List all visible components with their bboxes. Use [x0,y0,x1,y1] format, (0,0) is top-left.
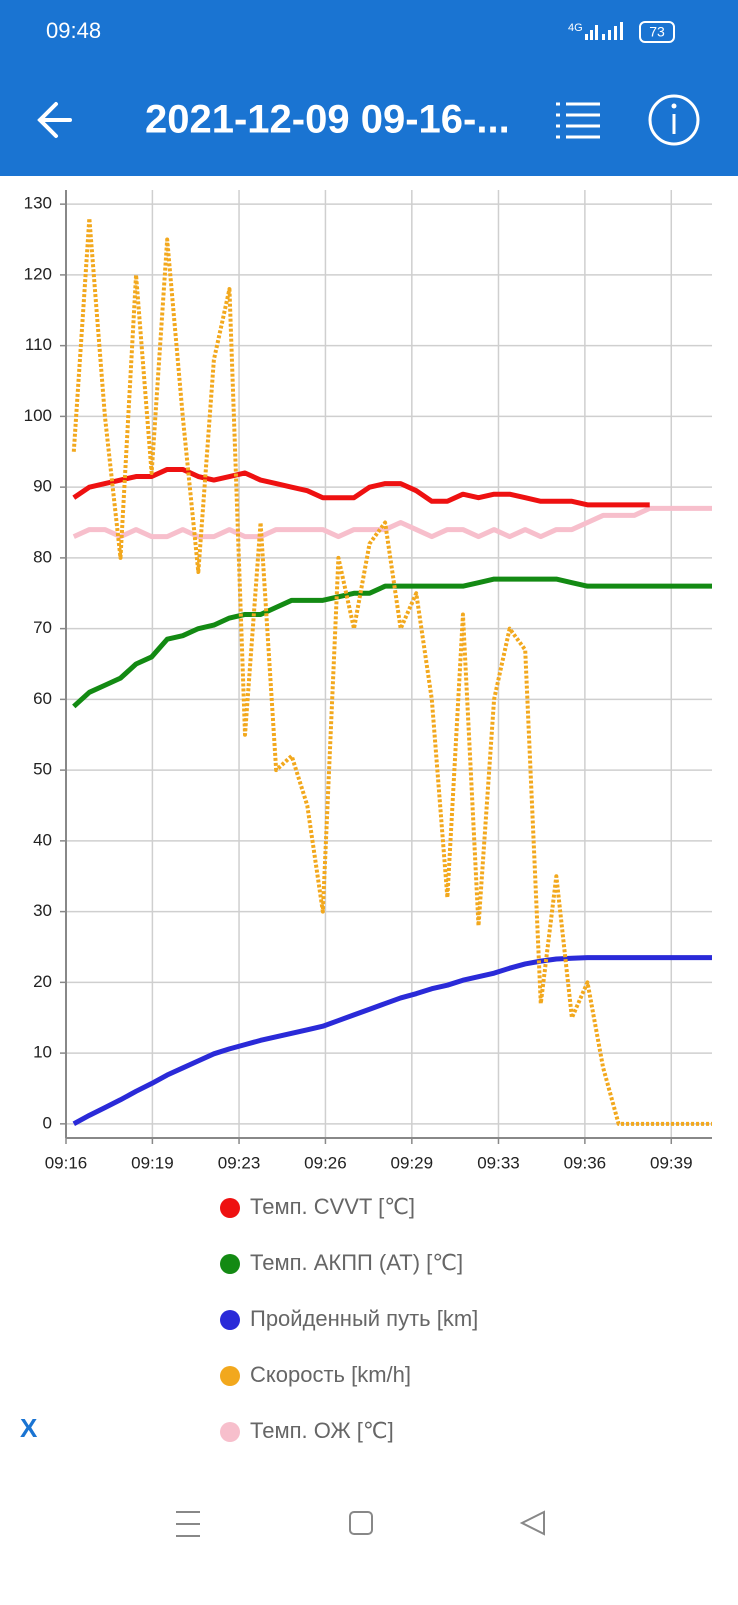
y-tick-label: 60 [33,689,52,708]
battery-level: 73 [649,24,665,40]
y-tick-label: 120 [24,264,52,283]
legend-label: Темп. CVVT [℃] [250,1194,415,1219]
list-button[interactable] [556,102,600,139]
legend-swatch [220,1366,240,1386]
nav-menu[interactable] [176,1511,200,1537]
chart: 0 10 20 30 40 50 60 70 80 90 100 110 120 130 09:16 09:1… [24,190,712,1172]
battery-icon [639,21,675,43]
y-tick-label: 10 [33,1043,52,1062]
y-tick-label: 20 [33,972,52,991]
y-tick-label: 50 [33,760,52,779]
x-tick-label: 09:26 [304,1153,347,1172]
y-tick-label: 110 [25,335,52,354]
toolbar-title: 2021-12-09 09-16-... [145,98,510,142]
close-button[interactable]: X [20,1413,38,1443]
y-tick-label: 90 [33,477,52,496]
x-tick-label: 09:23 [218,1153,261,1172]
y-tick-label: 70 [33,618,52,637]
series-line [71,216,712,1126]
status-time: 09:48 [46,18,101,43]
x-tick-label: 09:16 [45,1153,88,1172]
y-tick-label: 30 [33,901,52,920]
legend-swatch [220,1310,240,1330]
x-tick-label: 09:33 [477,1153,520,1172]
legend-label: Темп. ОЖ [℃] [250,1418,394,1443]
legend-label: Скорость [km/h] [250,1362,411,1387]
nav-back[interactable] [519,1510,545,1536]
x-tick-label: 09:36 [564,1153,607,1172]
nav-home[interactable] [349,1511,373,1535]
y-tick-label: 40 [33,830,52,849]
x-tick-label: 09:39 [650,1153,693,1172]
nav-bar [176,1510,545,1537]
series-line [72,505,712,540]
legend: Темп. CVVT [℃] Темп. АКПП (AT) [℃] Пройден… [220,1194,478,1443]
legend-swatch [220,1254,240,1274]
series-line [72,466,650,508]
signal-icons [585,22,623,40]
series-line [72,576,712,709]
status-network: 4G [568,22,583,34]
back-button[interactable] [37,102,72,138]
legend-swatch [220,1422,240,1442]
y-tick-label: 100 [24,406,52,425]
legend-swatch [220,1198,240,1218]
legend-label: Темп. АКПП (AT) [℃] [250,1250,463,1275]
x-tick-label: 09:29 [391,1153,434,1172]
info-button[interactable] [648,94,700,146]
y-tick-label: 130 [24,194,52,213]
y-tick-label: 0 [43,1113,52,1132]
series-line [72,955,712,1127]
toolbar [0,0,738,176]
legend-label: Пройденный путь [km] [250,1306,478,1331]
y-tick-label: 80 [33,547,52,566]
x-tick-label: 09:19 [131,1153,174,1172]
